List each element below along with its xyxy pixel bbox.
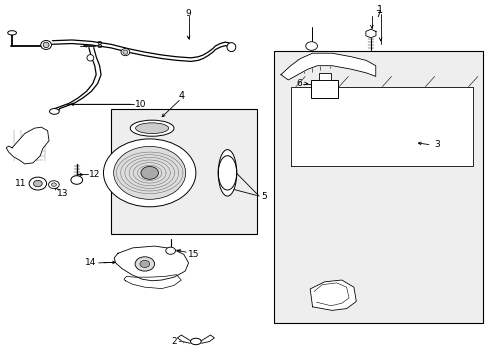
Bar [111,109,256,234]
Ellipse shape [130,120,174,136]
Ellipse shape [49,109,59,114]
Circle shape [140,260,149,267]
Ellipse shape [43,42,49,48]
Ellipse shape [218,150,236,196]
Circle shape [103,139,196,207]
Polygon shape [177,335,190,343]
Polygon shape [114,246,188,281]
Ellipse shape [121,49,129,56]
Text: 3: 3 [433,140,439,149]
Text: 9: 9 [185,9,190,18]
Circle shape [305,42,317,50]
Text: 2: 2 [171,337,177,346]
Text: 15: 15 [187,250,199,259]
Polygon shape [309,280,356,310]
Ellipse shape [226,42,235,51]
Polygon shape [123,275,181,289]
Bar [310,80,338,98]
Circle shape [113,147,185,199]
Bar [318,73,330,80]
Text: 1: 1 [376,5,383,15]
Polygon shape [281,53,375,80]
Ellipse shape [135,123,168,134]
Circle shape [141,166,158,179]
Text: 14: 14 [85,258,97,267]
Circle shape [135,257,154,271]
Circle shape [165,247,175,254]
Polygon shape [201,335,214,343]
Text: 11: 11 [15,179,27,188]
Circle shape [48,181,59,189]
Ellipse shape [41,41,51,49]
Text: 12: 12 [89,171,100,180]
Ellipse shape [8,31,17,35]
Text: 5: 5 [261,192,267,201]
Ellipse shape [87,55,94,61]
Circle shape [71,176,82,184]
Circle shape [33,180,42,187]
Polygon shape [365,29,375,38]
Circle shape [51,183,56,186]
Text: 4: 4 [179,91,184,101]
Text: 8: 8 [96,41,102,50]
Text: 10: 10 [135,100,146,109]
Text: 7: 7 [374,10,380,19]
Polygon shape [6,127,49,164]
Polygon shape [290,87,472,166]
Ellipse shape [122,50,127,54]
Bar [273,51,482,323]
Text: 6: 6 [296,79,301,88]
Ellipse shape [190,338,201,345]
Circle shape [29,177,46,190]
Text: 13: 13 [57,189,69,198]
